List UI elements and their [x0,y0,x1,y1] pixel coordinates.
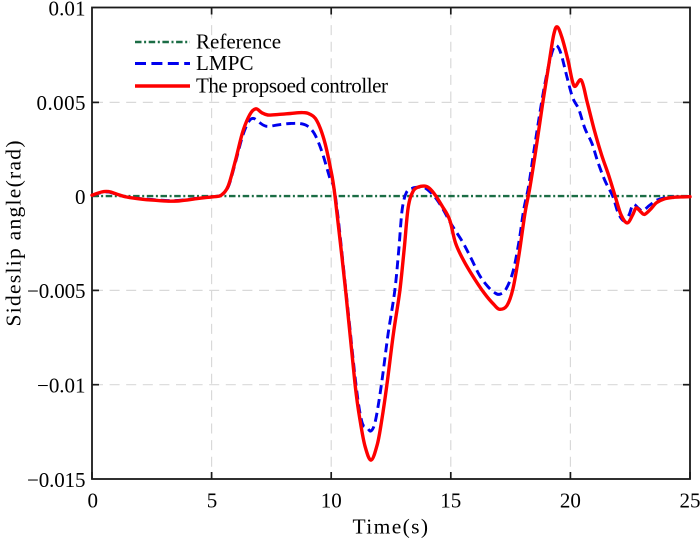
svg-text:−0.01: −0.01 [37,374,86,398]
svg-text:−0.005: −0.005 [27,279,86,303]
svg-text:The propsoed controller: The propsoed controller [196,74,388,98]
svg-text:0.01: 0.01 [49,0,86,20]
svg-text:15: 15 [440,489,461,513]
svg-text:Sideslip angle(rad): Sideslip angle(rad) [2,141,26,327]
svg-text:5: 5 [207,489,218,513]
svg-text:Time(s): Time(s) [353,515,429,539]
svg-text:0.005: 0.005 [37,91,86,115]
svg-text:0: 0 [88,489,99,513]
svg-text:25: 25 [680,489,700,513]
svg-text:0: 0 [75,185,86,209]
svg-text:−0.015: −0.015 [27,468,86,492]
svg-text:LMPC: LMPC [196,51,254,75]
svg-text:20: 20 [560,489,581,513]
svg-text:Reference: Reference [196,30,281,54]
svg-text:10: 10 [321,489,342,513]
